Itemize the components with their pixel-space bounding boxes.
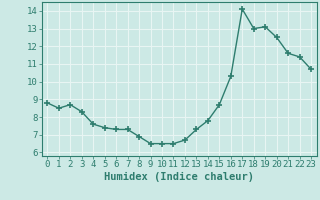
X-axis label: Humidex (Indice chaleur): Humidex (Indice chaleur) (104, 172, 254, 182)
